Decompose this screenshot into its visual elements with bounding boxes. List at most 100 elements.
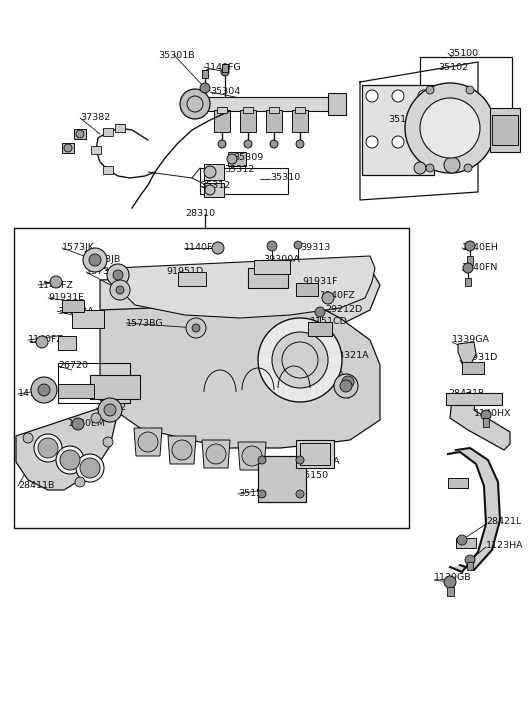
Circle shape: [107, 264, 129, 286]
Circle shape: [72, 418, 84, 430]
Bar: [62, 143, 74, 153]
Polygon shape: [100, 268, 380, 348]
Circle shape: [258, 490, 266, 498]
Bar: [446, 393, 502, 405]
Circle shape: [192, 324, 200, 332]
Bar: [72, 310, 104, 328]
Bar: [483, 418, 489, 427]
Circle shape: [103, 437, 113, 447]
Circle shape: [342, 376, 354, 388]
Bar: [103, 166, 113, 174]
Text: 1573GF: 1573GF: [86, 268, 123, 276]
Circle shape: [296, 456, 304, 464]
Polygon shape: [450, 392, 510, 450]
Circle shape: [221, 68, 229, 76]
Bar: [204, 183, 224, 197]
Circle shape: [414, 162, 426, 174]
Circle shape: [481, 410, 491, 420]
Circle shape: [204, 166, 216, 178]
Text: 28312: 28312: [96, 403, 126, 412]
Text: 35150A: 35150A: [238, 489, 275, 499]
Bar: [292, 110, 308, 132]
Circle shape: [420, 98, 480, 158]
Bar: [240, 110, 256, 132]
Text: 1123HA: 1123HA: [486, 540, 523, 550]
Circle shape: [464, 164, 472, 172]
Circle shape: [206, 444, 226, 464]
Circle shape: [113, 270, 123, 280]
Circle shape: [116, 286, 124, 294]
Circle shape: [322, 292, 334, 304]
Bar: [58, 363, 130, 403]
Circle shape: [392, 90, 404, 102]
Circle shape: [418, 136, 430, 148]
Text: 35301B: 35301B: [158, 50, 195, 60]
Text: 28310: 28310: [185, 209, 215, 219]
Polygon shape: [100, 302, 380, 448]
Polygon shape: [202, 440, 230, 468]
Bar: [228, 152, 246, 166]
Circle shape: [60, 450, 80, 470]
Text: 1573JK: 1573JK: [296, 369, 329, 377]
Bar: [492, 115, 518, 145]
Bar: [217, 107, 227, 113]
Text: 35156A: 35156A: [303, 457, 339, 467]
Text: 35102: 35102: [438, 63, 468, 73]
Text: 35309: 35309: [233, 153, 263, 161]
Circle shape: [258, 318, 342, 402]
Circle shape: [180, 89, 210, 119]
Bar: [254, 260, 290, 274]
Circle shape: [80, 458, 100, 478]
Text: 35100: 35100: [448, 49, 478, 57]
Circle shape: [227, 154, 237, 164]
Text: 1140FG: 1140FG: [205, 63, 242, 71]
Text: 1140FN: 1140FN: [462, 263, 498, 273]
Circle shape: [36, 336, 48, 348]
Text: 39313: 39313: [300, 244, 330, 252]
Bar: [115, 124, 125, 132]
Bar: [58, 336, 76, 350]
Text: 1140FZ: 1140FZ: [38, 281, 74, 289]
Circle shape: [444, 157, 460, 173]
Circle shape: [315, 307, 325, 317]
Circle shape: [463, 263, 473, 273]
Text: 35310: 35310: [270, 172, 300, 182]
Text: 1573JK: 1573JK: [62, 244, 95, 252]
Bar: [58, 384, 94, 398]
Bar: [214, 110, 230, 132]
Text: 1140FZ: 1140FZ: [320, 292, 356, 300]
Polygon shape: [238, 442, 266, 470]
Bar: [362, 85, 434, 175]
Text: 1140HX: 1140HX: [474, 409, 511, 419]
Text: 29212D: 29212D: [325, 305, 362, 313]
Text: 28321A: 28321A: [332, 350, 369, 359]
Circle shape: [267, 241, 277, 251]
Polygon shape: [16, 408, 116, 490]
Text: 35101: 35101: [388, 116, 418, 124]
Circle shape: [34, 434, 62, 462]
Circle shape: [392, 136, 404, 148]
Text: 1472AT: 1472AT: [18, 390, 54, 398]
Circle shape: [258, 456, 266, 464]
Circle shape: [205, 185, 215, 195]
Circle shape: [38, 438, 58, 458]
Text: 1151CD: 1151CD: [310, 318, 348, 326]
Bar: [328, 93, 346, 115]
Circle shape: [138, 432, 158, 452]
Circle shape: [76, 130, 84, 138]
Bar: [14, 228, 409, 528]
Circle shape: [426, 86, 434, 94]
Bar: [204, 164, 224, 180]
Circle shape: [418, 90, 430, 102]
Circle shape: [172, 440, 192, 460]
Polygon shape: [134, 428, 162, 456]
Circle shape: [31, 377, 57, 403]
Text: 91951D: 91951D: [166, 267, 203, 276]
Bar: [62, 300, 84, 312]
Bar: [420, 57, 512, 129]
Bar: [269, 107, 279, 113]
Bar: [266, 110, 282, 132]
Bar: [300, 443, 330, 465]
Text: 1129GB: 1129GB: [434, 574, 472, 582]
Text: 1573BG: 1573BG: [126, 318, 164, 327]
